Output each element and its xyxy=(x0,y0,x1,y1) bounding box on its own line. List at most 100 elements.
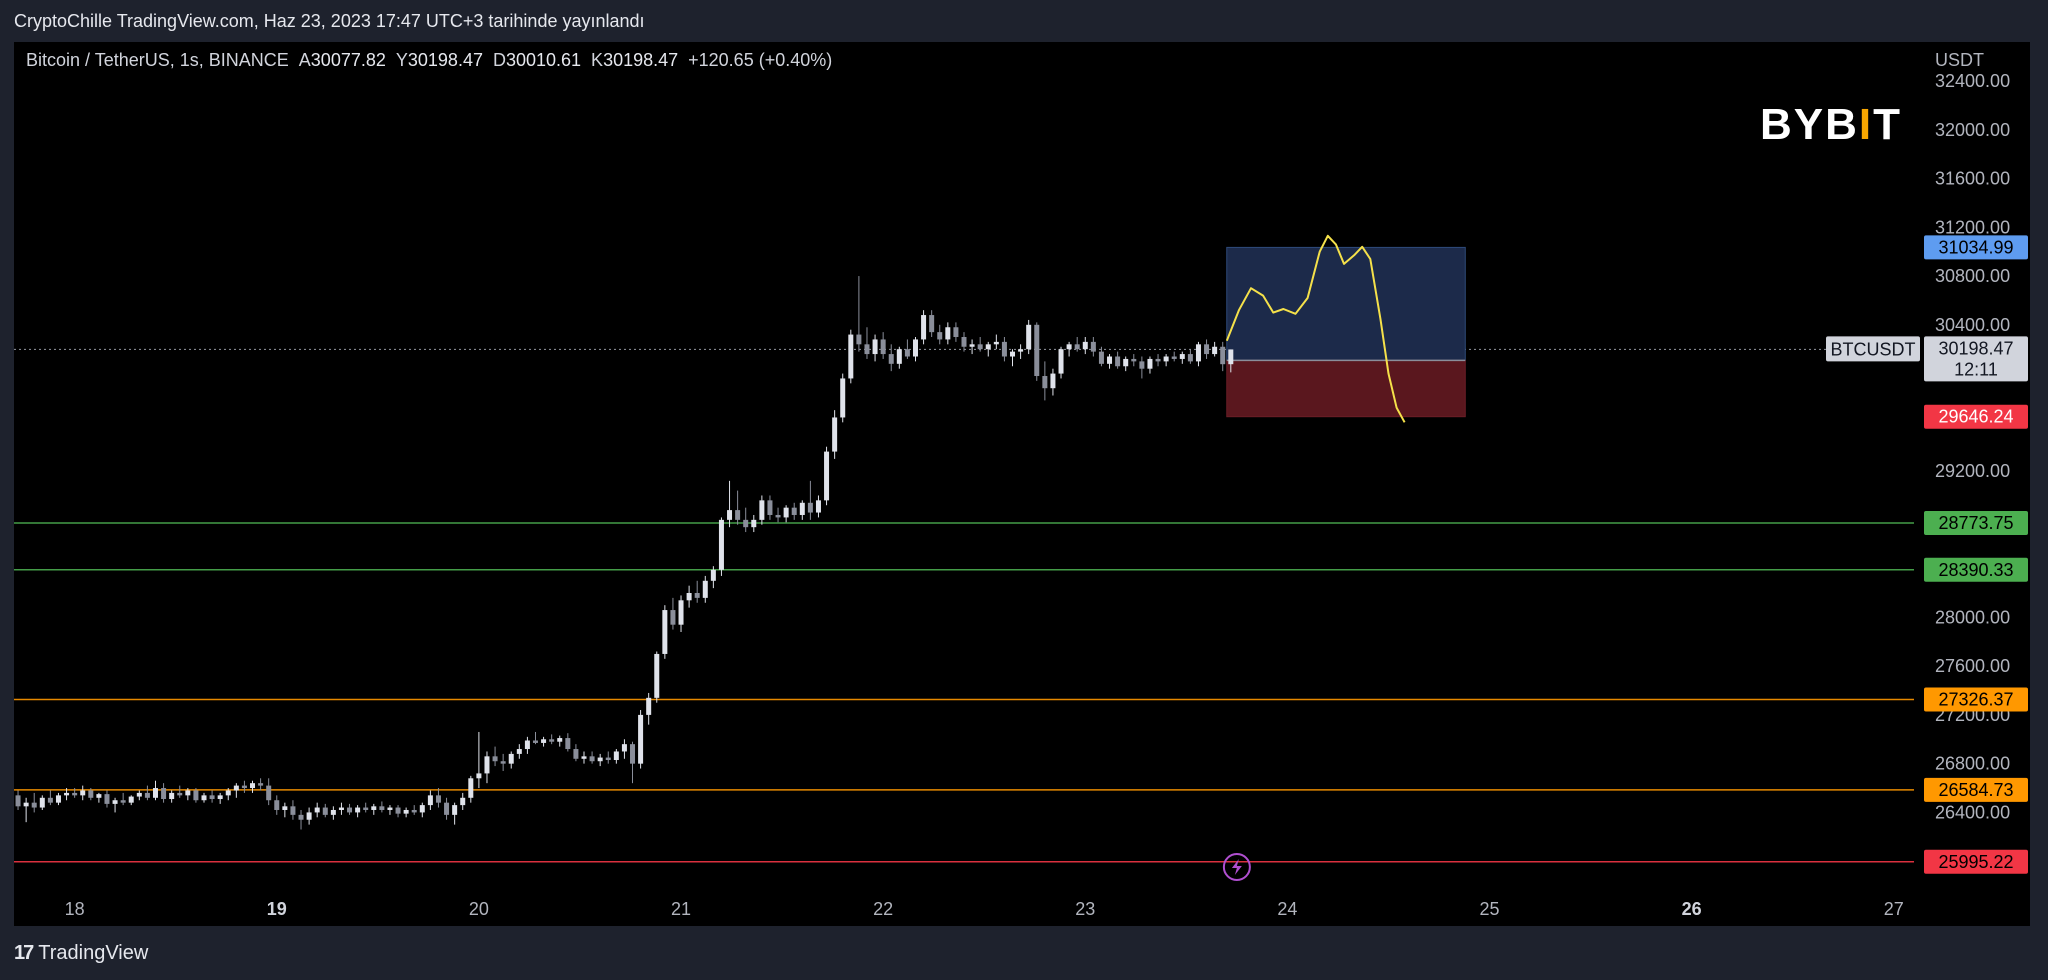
tradingview-logo[interactable]: 17 TradingView xyxy=(14,942,148,965)
candle[interactable] xyxy=(241,780,247,793)
candle[interactable] xyxy=(573,744,579,762)
candle[interactable] xyxy=(929,310,935,338)
candle[interactable] xyxy=(532,731,538,745)
candle[interactable] xyxy=(104,790,110,808)
candle[interactable] xyxy=(993,334,999,350)
candle[interactable] xyxy=(888,344,894,372)
candle[interactable] xyxy=(549,734,555,745)
projection-path-line[interactable] xyxy=(1225,234,1406,423)
candle[interactable] xyxy=(72,788,78,798)
candle[interactable] xyxy=(1115,351,1121,369)
level-price-tag[interactable]: 26584.73 xyxy=(1924,777,2028,802)
candle[interactable] xyxy=(1050,368,1056,396)
candle[interactable] xyxy=(985,341,991,357)
candle[interactable] xyxy=(314,802,320,818)
candle[interactable] xyxy=(557,735,563,747)
chart-frame[interactable] xyxy=(14,42,2030,926)
candle[interactable] xyxy=(791,502,797,520)
candle[interactable] xyxy=(435,788,441,808)
candle[interactable] xyxy=(379,801,385,813)
candle[interactable] xyxy=(977,337,983,352)
candle[interactable] xyxy=(444,797,450,820)
candle[interactable] xyxy=(1171,351,1177,362)
candle[interactable] xyxy=(1107,354,1113,369)
candle[interactable] xyxy=(1074,337,1080,352)
candle[interactable] xyxy=(1001,337,1007,362)
candle[interactable] xyxy=(152,780,158,801)
candle[interactable] xyxy=(848,329,854,384)
candle[interactable] xyxy=(427,790,433,810)
candle[interactable] xyxy=(1058,346,1064,379)
candle[interactable] xyxy=(864,327,870,359)
candle[interactable] xyxy=(662,605,668,659)
candle[interactable] xyxy=(347,803,353,815)
candle[interactable] xyxy=(694,580,700,603)
candle[interactable] xyxy=(921,310,927,345)
candle[interactable] xyxy=(969,339,975,355)
level-price-tag[interactable]: 25995.22 xyxy=(1924,849,2028,874)
candle[interactable] xyxy=(250,780,256,793)
candle[interactable] xyxy=(727,480,733,528)
candle[interactable] xyxy=(815,495,821,518)
candle[interactable] xyxy=(824,446,830,506)
symbol-name[interactable]: Bitcoin / TetherUS, 1s, BINANCE xyxy=(26,50,289,70)
candle[interactable] xyxy=(937,324,943,345)
candle[interactable] xyxy=(872,334,878,362)
position-target-zone[interactable] xyxy=(1226,246,1466,361)
candle[interactable] xyxy=(710,566,716,589)
candle[interactable] xyxy=(541,736,547,747)
candle[interactable] xyxy=(363,802,369,813)
candle[interactable] xyxy=(516,744,522,759)
candle[interactable] xyxy=(395,805,401,818)
candle[interactable] xyxy=(1155,354,1161,367)
candle[interactable] xyxy=(80,785,86,801)
candle[interactable] xyxy=(767,495,773,520)
candle[interactable] xyxy=(646,692,652,725)
candle[interactable] xyxy=(904,339,910,359)
candle[interactable] xyxy=(961,332,967,352)
candle[interactable] xyxy=(39,795,45,810)
candle[interactable] xyxy=(832,410,838,459)
candle[interactable] xyxy=(581,751,587,764)
candle[interactable] xyxy=(718,517,724,576)
candle[interactable] xyxy=(840,373,846,423)
candle[interactable] xyxy=(55,792,61,806)
candle[interactable] xyxy=(751,514,757,533)
candle[interactable] xyxy=(452,802,458,825)
candle[interactable] xyxy=(605,751,611,764)
candle[interactable] xyxy=(371,803,377,815)
candle[interactable] xyxy=(1066,341,1072,357)
candle[interactable] xyxy=(1179,351,1185,364)
lightning-event-icon[interactable] xyxy=(1222,853,1251,881)
candle[interactable] xyxy=(896,346,902,369)
candle[interactable] xyxy=(638,710,644,769)
candle[interactable] xyxy=(47,790,53,806)
candle[interactable] xyxy=(266,778,272,806)
candle[interactable] xyxy=(783,505,789,523)
candle[interactable] xyxy=(169,790,175,803)
candle[interactable] xyxy=(468,775,474,803)
candle[interactable] xyxy=(387,805,393,815)
candle[interactable] xyxy=(589,751,595,764)
candle[interactable] xyxy=(322,803,328,818)
candle[interactable] xyxy=(597,753,603,767)
candle[interactable] xyxy=(1204,339,1210,359)
candle[interactable] xyxy=(290,800,296,820)
candle[interactable] xyxy=(621,739,627,759)
candle[interactable] xyxy=(177,785,183,798)
candle[interactable] xyxy=(1034,322,1040,381)
candle[interactable] xyxy=(1090,337,1096,357)
candle[interactable] xyxy=(64,788,70,801)
candle[interactable] xyxy=(338,802,344,815)
candle[interactable] xyxy=(217,792,223,804)
candle[interactable] xyxy=(508,751,514,769)
candle[interactable] xyxy=(225,788,231,801)
symbol-legend[interactable]: Bitcoin / TetherUS, 1s, BINANCE A30077.8… xyxy=(26,50,832,71)
candle[interactable] xyxy=(670,597,676,630)
candle[interactable] xyxy=(1042,361,1048,401)
candle[interactable] xyxy=(460,792,466,810)
candle[interactable] xyxy=(274,795,280,815)
candle[interactable] xyxy=(807,480,813,520)
level-price-tag[interactable]: 28773.75 xyxy=(1924,511,2028,536)
